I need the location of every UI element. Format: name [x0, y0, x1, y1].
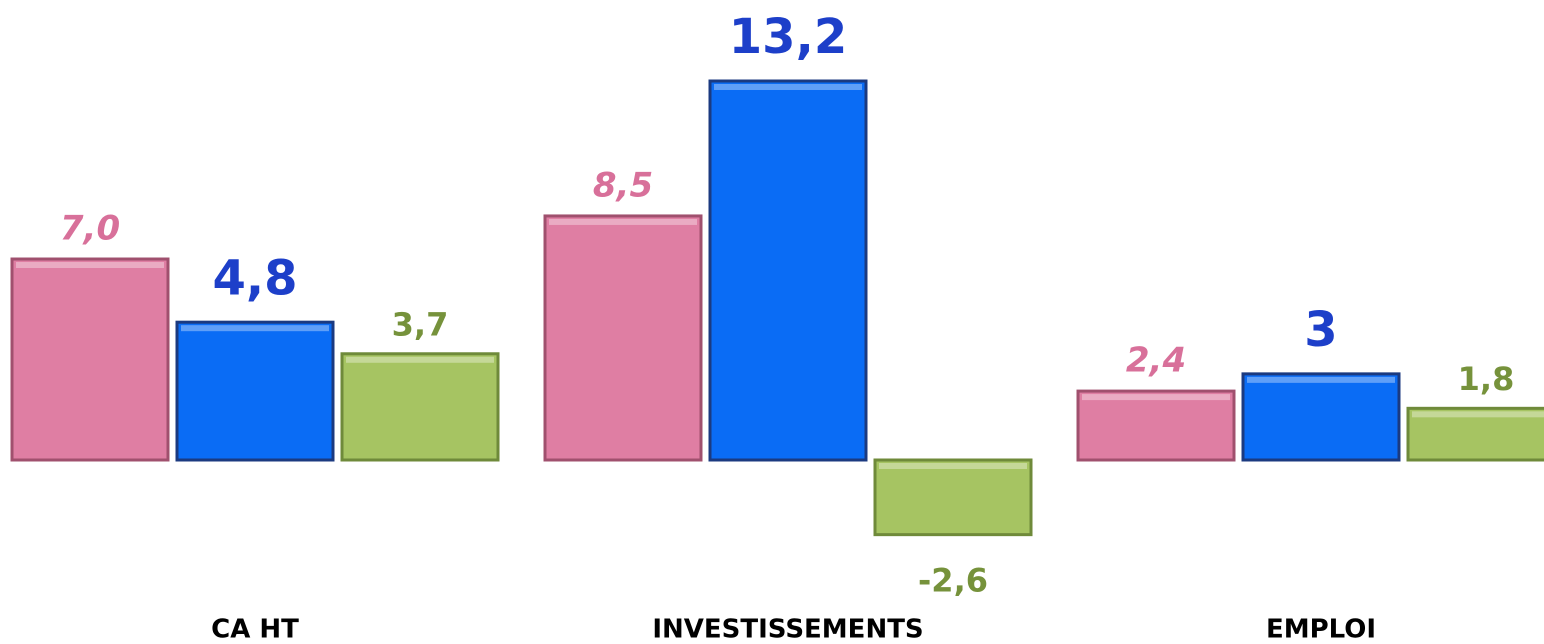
value-label: -2,6 — [918, 562, 988, 600]
bar — [1076, 389, 1236, 462]
bar-highlight — [346, 356, 494, 363]
value-label: 3,7 — [392, 306, 449, 344]
bar — [340, 352, 500, 462]
bar — [175, 320, 335, 462]
bar-highlight — [1082, 394, 1230, 401]
value-label: 3 — [1304, 302, 1337, 358]
bar-highlight — [16, 262, 164, 269]
bar — [708, 79, 868, 462]
bar-highlight — [879, 463, 1027, 469]
bar — [10, 257, 170, 462]
value-label: 1,8 — [1458, 360, 1515, 398]
value-label: 13,2 — [729, 9, 847, 65]
bar — [1241, 372, 1401, 462]
value-label: 2,4 — [1126, 341, 1186, 381]
category-label: INVESTISSEMENTS — [652, 615, 923, 644]
bar — [1406, 406, 1544, 462]
value-label: 7,0 — [60, 209, 120, 249]
value-label: 4,8 — [212, 250, 297, 306]
bar-highlight — [549, 218, 697, 225]
bar-highlight — [181, 325, 329, 332]
bar — [543, 214, 703, 462]
bar-highlight — [714, 84, 862, 90]
category-label: EMPLOI — [1266, 615, 1376, 644]
bar — [873, 458, 1033, 537]
bar-highlight — [1412, 411, 1544, 418]
value-label: 8,5 — [593, 166, 653, 206]
bar-highlight — [1247, 376, 1395, 383]
category-label: CA HT — [211, 615, 299, 644]
